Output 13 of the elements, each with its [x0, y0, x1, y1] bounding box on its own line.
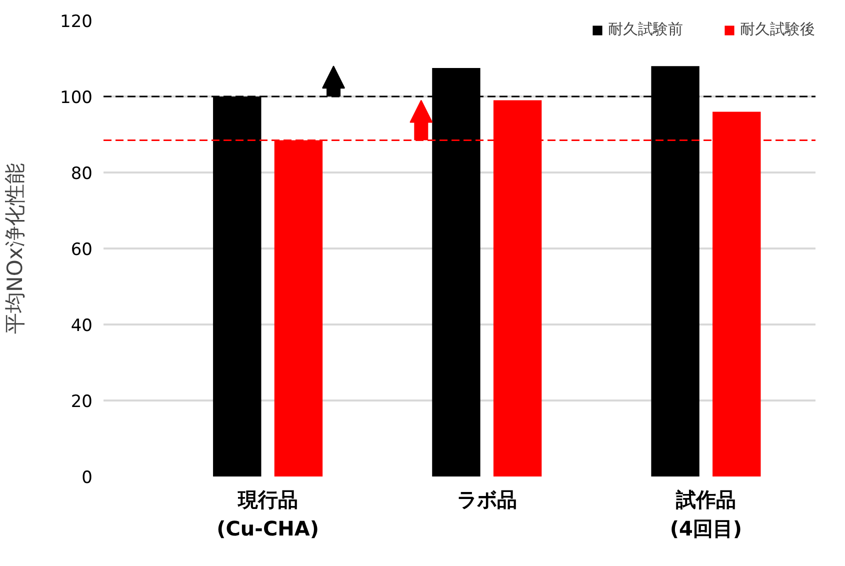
y-tick-label: 80 [70, 164, 93, 184]
x-tick-label: 試作品 (4回目) [670, 488, 742, 540]
y-tick-label: 100 [60, 88, 93, 108]
legend-label: 耐久試験後 [740, 20, 815, 39]
y-tick-label: 20 [70, 392, 93, 412]
y-tick-label: 60 [70, 240, 93, 260]
legend-label: 耐久試験前 [608, 20, 683, 39]
x-tick-label: ラボ品 [456, 488, 517, 512]
y-tick-label: 40 [70, 316, 93, 336]
y-tick-label: 120 [60, 12, 93, 32]
x-tick-label: 現行品 (Cu-CHA) [216, 488, 320, 540]
y-axis-title: 平均NOx浄化性能 [3, 163, 28, 334]
y-tick-label: 0 [82, 468, 93, 488]
